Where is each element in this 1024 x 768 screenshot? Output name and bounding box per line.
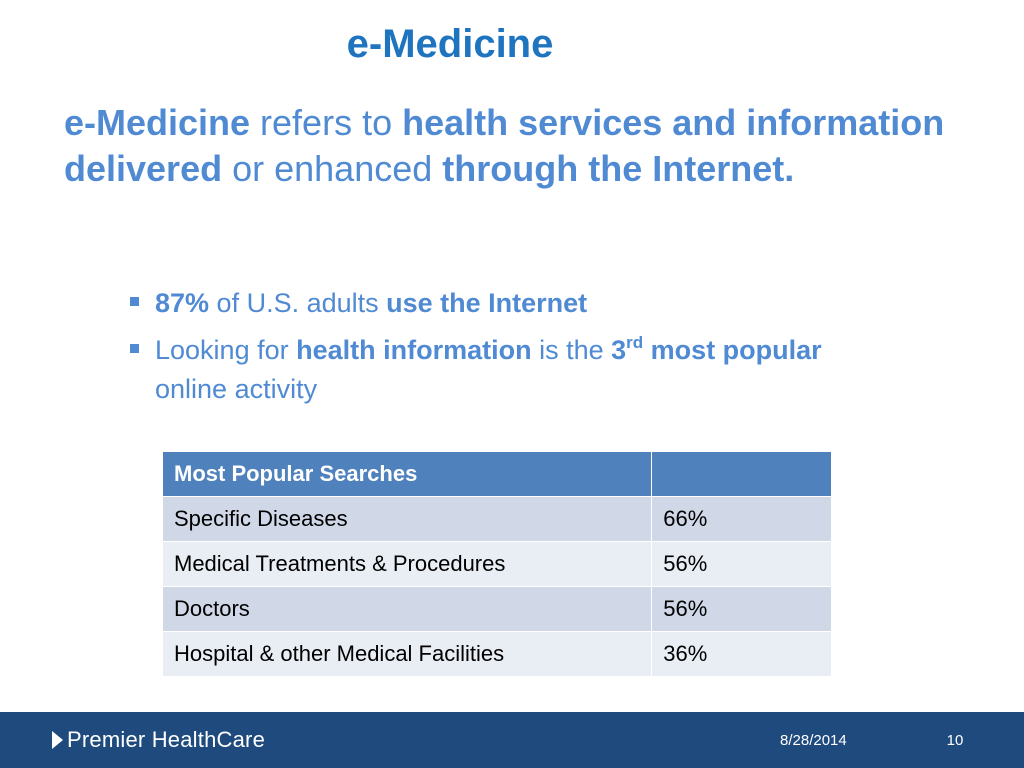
bullet-2-text-2: is the — [531, 335, 612, 365]
search-percent-cell: 56% — [651, 586, 832, 632]
intro-term: e-Medicine — [64, 102, 251, 143]
play-triangle-icon — [52, 731, 63, 749]
search-category-cell: Hospital & other Medical Facilities — [161, 631, 653, 677]
bullet-1-text-1: of U.S. adults — [209, 288, 387, 318]
footer-bar: Premier HealthCare 8/28/2014 10 — [0, 712, 1024, 768]
footer-date: 8/28/2014 — [780, 732, 847, 749]
bullet-item-internet-use: 87% of U.S. adults use the Internet — [128, 284, 888, 323]
bullet-1-bold-2: use the Internet — [386, 288, 588, 318]
slide-title: e-Medicine — [346, 22, 554, 66]
intro-text-2: or enhanced — [222, 148, 443, 189]
table-row: Doctors 56% — [161, 586, 832, 632]
bullet-item-health-info: Looking for health information is the 3r… — [128, 331, 888, 409]
search-category-cell: Doctors — [161, 586, 653, 632]
brand-name: Premier HealthCare — [67, 727, 266, 752]
search-percent-cell: 56% — [651, 541, 832, 587]
bullet-2-bold-3: most popular — [643, 335, 822, 365]
brand-logo: Premier HealthCare — [52, 727, 265, 753]
searches-table: Most Popular Searches Specific Diseases … — [161, 451, 832, 677]
bullet-2-bold-1: health information — [296, 335, 532, 365]
intro-bold-2: through the Internet. — [442, 148, 795, 189]
bullet-list: 87% of U.S. adults use the Internet Look… — [128, 284, 888, 417]
square-bullet-icon — [130, 297, 139, 306]
bullet-2-superscript: rd — [626, 333, 644, 352]
page-number: 10 — [946, 732, 964, 749]
table-row: Medical Treatments & Procedures 56% — [161, 541, 832, 587]
table-row: Hospital & other Medical Facilities 36% — [161, 631, 832, 677]
table-row: Specific Diseases 66% — [161, 496, 832, 542]
table-header-cell — [651, 451, 832, 497]
bullet-2-text-3: online activity — [155, 374, 318, 404]
table-header-row: Most Popular Searches — [161, 451, 832, 497]
bullet-1-bold-1: 87% — [155, 288, 210, 318]
table-header-cell: Most Popular Searches — [161, 451, 653, 497]
bullet-2-bold-2: 3 — [611, 335, 627, 365]
square-bullet-icon — [130, 344, 139, 353]
intro-bold-1: health services and information delivere… — [64, 102, 945, 189]
search-category-cell: Medical Treatments & Procedures — [161, 541, 653, 587]
search-percent-cell: 36% — [651, 631, 832, 677]
intro-paragraph: e-Medicine refers to health services and… — [64, 100, 1009, 192]
intro-text-1: refers to — [250, 102, 403, 143]
bullet-2-text-1: Looking for — [155, 335, 297, 365]
search-percent-cell: 66% — [651, 496, 832, 542]
search-category-cell: Specific Diseases — [161, 496, 653, 542]
